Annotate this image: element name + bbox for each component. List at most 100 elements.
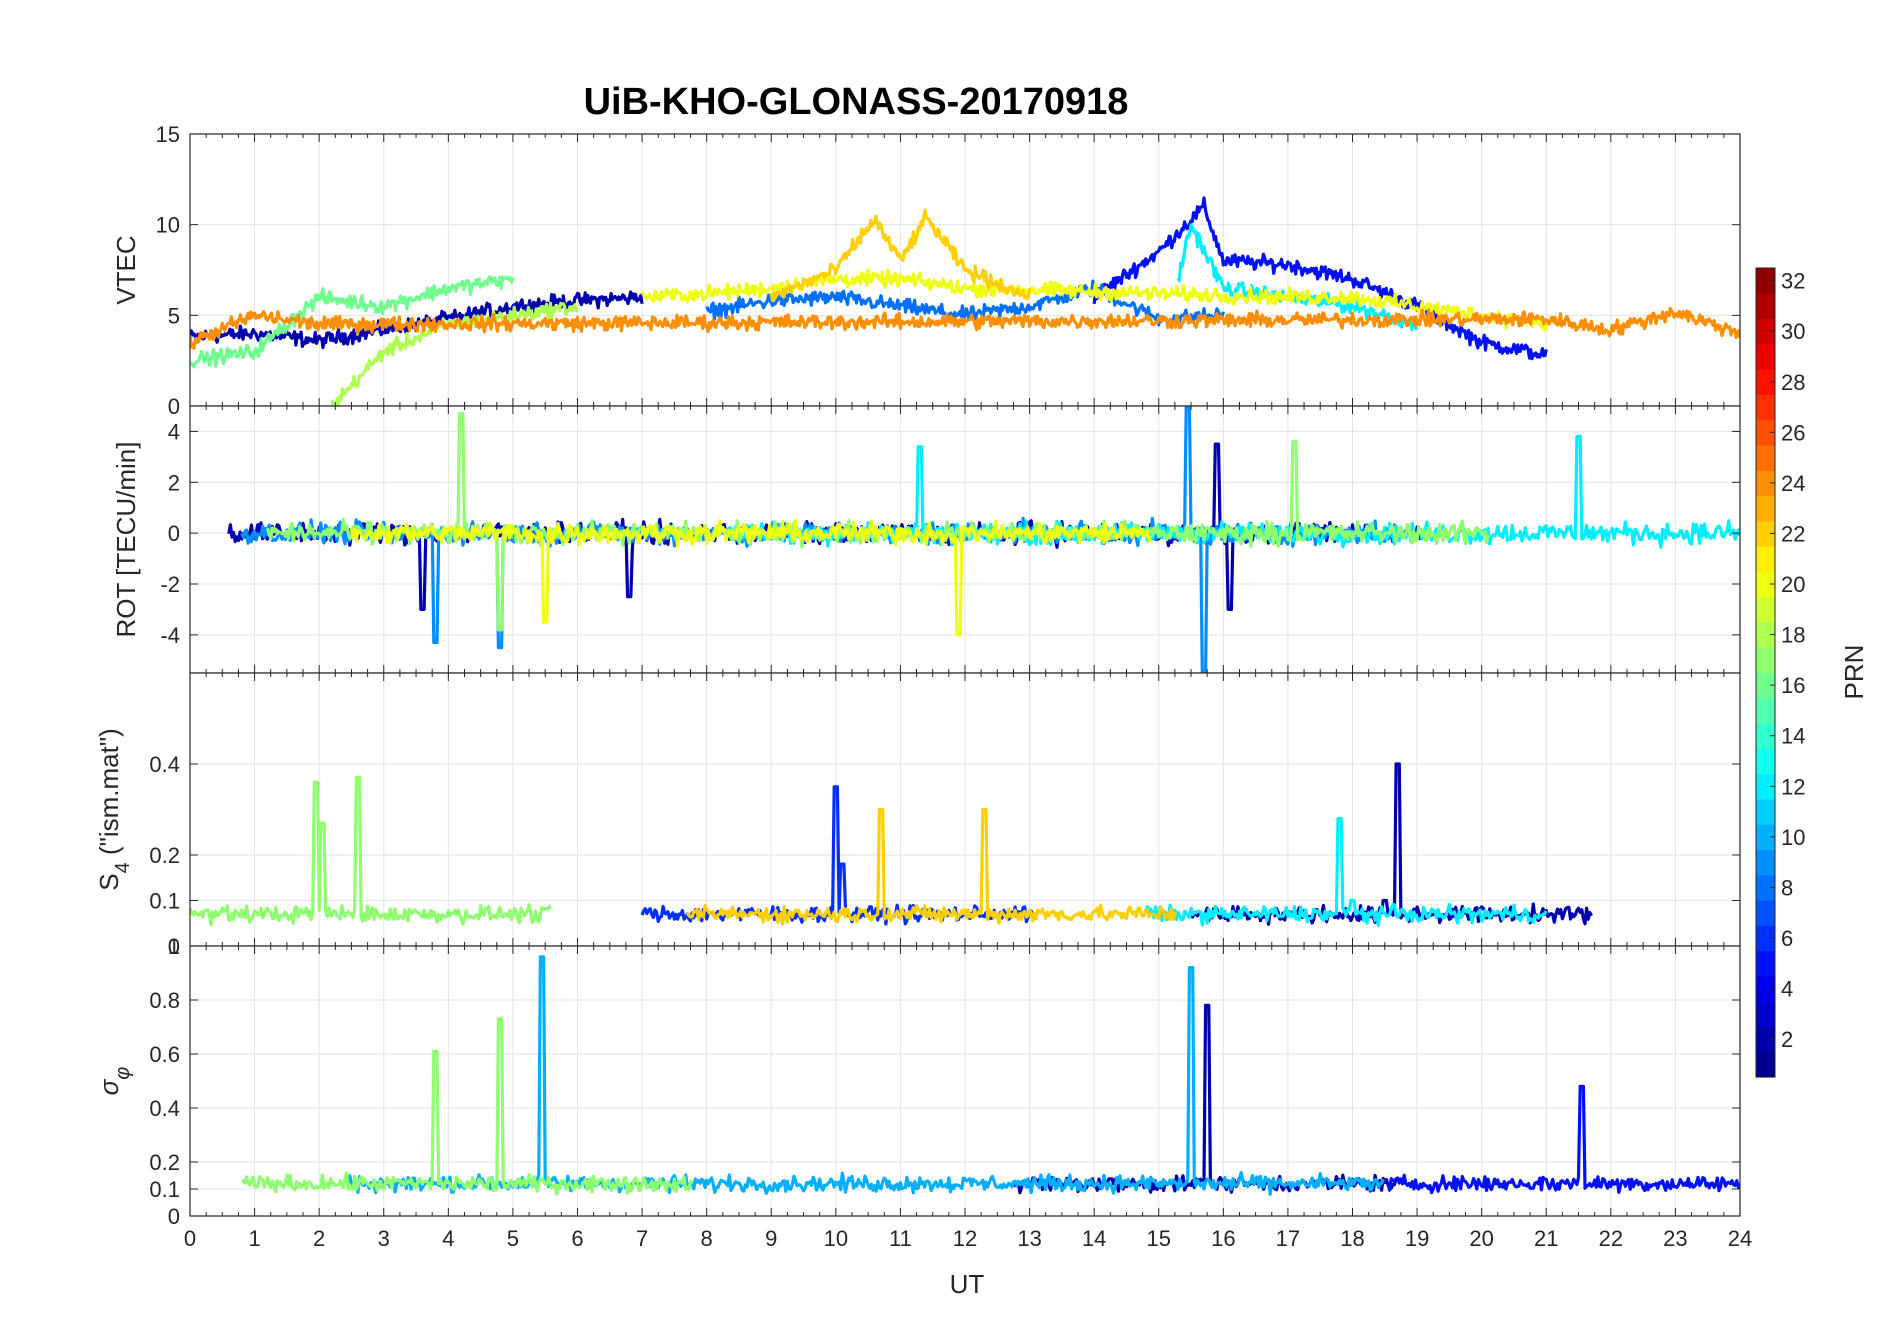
s4-series-prn-17 bbox=[190, 775, 552, 927]
colorbar-segment bbox=[1756, 950, 1775, 977]
s4-y-tick-label: 0 bbox=[168, 934, 180, 959]
s4-y-tick-label: 0.4 bbox=[149, 752, 180, 777]
colorbar-tick-label: 12 bbox=[1781, 774, 1805, 799]
x-ticks bbox=[189, 946, 1741, 1216]
sigma-series-prn-17 bbox=[241, 1017, 694, 1196]
x-tick-label: 16 bbox=[1211, 1226, 1235, 1251]
x-tick-label: 7 bbox=[636, 1226, 648, 1251]
colorbar-segment bbox=[1756, 1026, 1775, 1053]
vtec-series-prn-5 bbox=[1092, 196, 1548, 361]
rot-series-group bbox=[227, 406, 1740, 673]
colorbar-segment bbox=[1756, 723, 1775, 749]
colorbar-segment bbox=[1756, 369, 1775, 396]
colorbar-segment bbox=[1756, 798, 1775, 825]
x-tick-label: 24 bbox=[1728, 1226, 1752, 1251]
x-ticks bbox=[189, 406, 1741, 673]
y-ticks bbox=[190, 430, 1740, 636]
x-ticks bbox=[189, 673, 1741, 946]
colorbar-segment bbox=[1756, 293, 1775, 320]
colorbar-tick-label: 18 bbox=[1781, 623, 1805, 648]
vtec-y-tick-label: 15 bbox=[156, 122, 180, 147]
x-tick-label: 11 bbox=[889, 1226, 912, 1251]
rot-y-tick-label: 0 bbox=[168, 521, 180, 546]
colorbar-tick-label: 20 bbox=[1781, 572, 1805, 597]
colorbar-segment bbox=[1756, 546, 1775, 572]
colorbar-segment bbox=[1756, 824, 1775, 851]
x-tick-label: 1 bbox=[248, 1226, 260, 1251]
colorbar-segment bbox=[1756, 520, 1775, 547]
vtec-series-prn-16 bbox=[190, 275, 515, 369]
x-axis-title: UT bbox=[950, 1269, 985, 1299]
colorbar-segment bbox=[1756, 849, 1775, 876]
sigma-y-tick-label: 0.4 bbox=[149, 1096, 180, 1121]
colorbar-segment bbox=[1756, 975, 1775, 1002]
x-tick-label: 21 bbox=[1534, 1226, 1558, 1251]
colorbar-segment bbox=[1756, 470, 1775, 497]
colorbar-segment bbox=[1756, 621, 1775, 648]
sigma-series-group bbox=[241, 955, 1740, 1196]
vtec-series-prn-24 bbox=[190, 306, 1740, 351]
colorbar-segment bbox=[1756, 343, 1775, 370]
panel-vtec: 0 5 10 15 VTEC bbox=[111, 122, 1741, 419]
panel-s4: 0 0.1 0.2 0.4 S4 ("ism.mat") bbox=[94, 672, 1741, 959]
x-tick-label: 22 bbox=[1599, 1226, 1623, 1251]
s4-series-group bbox=[190, 762, 1593, 927]
panel-rot: -4 -2 0 2 4 ROT [TECU/min] bbox=[111, 405, 1741, 674]
vtec-series-prn-8 bbox=[705, 279, 1225, 327]
sigma-y-tick-label: 1 bbox=[168, 934, 180, 959]
colorbar-segment bbox=[1756, 318, 1775, 345]
x-ticks bbox=[189, 134, 1741, 406]
rot-y-tick-label: -2 bbox=[160, 572, 180, 597]
vtec-series-prn-18 bbox=[330, 301, 579, 406]
colorbar-tick-label: 22 bbox=[1781, 521, 1805, 546]
x-tick-label: 20 bbox=[1469, 1226, 1493, 1251]
colorbar-tick-label: 26 bbox=[1781, 420, 1805, 445]
x-tick-label: 9 bbox=[765, 1226, 777, 1251]
colorbar-tick-label: 32 bbox=[1781, 269, 1805, 294]
gridlines bbox=[189, 945, 1741, 1217]
x-tick-label: 6 bbox=[571, 1226, 583, 1251]
sigma-y-axis-title: σφ bbox=[94, 1067, 134, 1096]
sigma-y-tick-label: 0.8 bbox=[149, 988, 180, 1013]
x-tick-label: 18 bbox=[1340, 1226, 1364, 1251]
sigma-series-prn-5 bbox=[1386, 1084, 1740, 1195]
colorbar-segment bbox=[1756, 773, 1775, 800]
y-ticks bbox=[190, 945, 1740, 1217]
x-tick-label: 12 bbox=[953, 1226, 977, 1251]
colorbar-segment bbox=[1756, 647, 1775, 674]
s4-series-prn-22 bbox=[685, 807, 1178, 926]
sigma-y-tick-label: 0.6 bbox=[149, 1042, 180, 1067]
colorbar-segment bbox=[1756, 444, 1775, 471]
colorbar-tick-label: 14 bbox=[1781, 724, 1805, 749]
s4-series-prn-12 bbox=[1144, 816, 1548, 927]
colorbar-segment bbox=[1756, 394, 1775, 421]
x-tick-label: 8 bbox=[701, 1226, 713, 1251]
colorbar-frame bbox=[1755, 267, 1776, 1078]
colorbar-tick-label: 28 bbox=[1781, 370, 1805, 395]
colorbar-tick-label: 6 bbox=[1781, 926, 1793, 951]
colorbar-segment bbox=[1756, 748, 1775, 775]
x-tick-label: 23 bbox=[1663, 1226, 1687, 1251]
colorbar-segment bbox=[1756, 672, 1775, 699]
colorbar-tick-label: 8 bbox=[1781, 875, 1793, 900]
colorbar-segment bbox=[1756, 1001, 1775, 1028]
s4-y-tick-label: 0.1 bbox=[149, 889, 180, 914]
x-tick-label: 17 bbox=[1276, 1226, 1300, 1251]
colorbar-segment bbox=[1756, 596, 1775, 623]
x-tick-label: 0 bbox=[184, 1226, 196, 1251]
colorbar-segment bbox=[1756, 697, 1775, 724]
vtec-y-tick-label: 5 bbox=[168, 303, 180, 328]
colorbar-tick-label: 16 bbox=[1781, 673, 1805, 698]
colorbar-segment bbox=[1756, 268, 1775, 294]
colorbar-title: PRN bbox=[1839, 645, 1869, 700]
sigma-y-tick-label: 0.2 bbox=[149, 1150, 180, 1175]
vtec-series-group bbox=[190, 196, 1740, 406]
colorbar-tick-label: 4 bbox=[1781, 977, 1793, 1002]
colorbar-tick-label: 10 bbox=[1781, 825, 1805, 850]
x-tick-label: 3 bbox=[378, 1226, 390, 1251]
colorbar-segment bbox=[1756, 900, 1775, 926]
